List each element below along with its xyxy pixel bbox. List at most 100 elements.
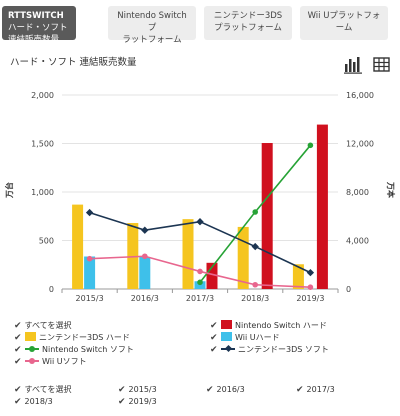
right-tick-label: 0 (346, 285, 351, 294)
point (141, 226, 149, 234)
checkmark-icon: ✔ (14, 333, 22, 343)
legend-item-wiiu-hard[interactable]: ✔ Wii Uハード (210, 332, 280, 344)
left-tick-label: 0 (49, 285, 54, 294)
year-option-2015[interactable]: ✔ 2015/3 (118, 384, 157, 396)
legend-item-switch-hard[interactable]: ✔ Nintendo Switch ハード (210, 320, 327, 332)
chart-title: ハード・ソフト 連結販売数量 (10, 57, 137, 68)
tab-sub-label: ーム (335, 23, 353, 33)
tab-sub-label: ハード・ソフト 連結販売数量 (8, 23, 68, 45)
bar (316, 124, 328, 290)
view-toggle (342, 56, 392, 76)
year-label: 2015/3 (128, 385, 157, 394)
bar (206, 262, 218, 289)
checkmark-icon: ✔ (14, 385, 22, 395)
category-label: 2018/3 (241, 294, 269, 303)
point (307, 142, 314, 149)
year-label: 2016/3 (216, 385, 245, 394)
right-tick-label: 4,000 (346, 237, 369, 246)
table-icon[interactable] (373, 57, 390, 72)
year-option-2016[interactable]: ✔ 2016/3 (206, 384, 245, 396)
point (197, 268, 203, 275)
point (252, 281, 258, 288)
category-label: 2017/3 (186, 294, 214, 303)
point (85, 208, 94, 217)
point (86, 255, 93, 262)
tab-sub-label: プラットフォーム (214, 23, 282, 33)
category-label: 2016/3 (131, 294, 159, 303)
checkmark-icon: ✔ (14, 345, 22, 355)
point (252, 209, 258, 215)
legend-label: ニンテンドー3DS ソフト (238, 345, 329, 354)
left-tick-label: 2,000 (31, 91, 54, 100)
tab-label: Wii Uプラットフォ (307, 11, 381, 21)
tab-label: RTTSWITCH (8, 11, 64, 21)
bar-series (72, 124, 328, 290)
year-label: 2018/3 (24, 397, 53, 406)
checkmark-icon: ✔ (14, 357, 22, 367)
legend-swatch (221, 344, 235, 353)
line-series (85, 142, 315, 290)
legend-label: ニンテンドー3DS ハード (39, 333, 130, 342)
combo-chart: 0 0 500 4,000 1,000 8,000 1,500 12,000 2,000 16,0… (4, 91, 396, 303)
category-label: 2019/3 (296, 294, 324, 303)
legend-swatch (25, 356, 39, 365)
legend-item-wiiu-soft[interactable]: ✔ Wii Uソフト (14, 356, 87, 368)
checkmark-icon: ✔ (296, 385, 304, 395)
right-tick-label: 12,000 (346, 140, 374, 149)
bar (72, 204, 84, 289)
tab-hard-soft[interactable]: RTTSWITCH ハード・ソフト 連結販売数量 (2, 6, 76, 45)
point (197, 279, 203, 286)
point (306, 268, 315, 277)
right-tick-label: 8,000 (346, 188, 369, 197)
legend-item-switch-soft[interactable]: ✔ Nintendo Switch ソフト (14, 344, 134, 356)
right-axis-title: 万本 (386, 181, 396, 198)
category-label: 2015/3 (76, 294, 104, 303)
tab-label: Nintendo Switch プ (117, 11, 187, 33)
bar (139, 256, 151, 289)
legend-select-all[interactable]: ✔ すべてを選択 (14, 320, 72, 332)
checkmark-icon: ✔ (118, 385, 126, 395)
bar-chart-icon[interactable] (343, 56, 367, 74)
gridlines (62, 94, 338, 290)
tab-bar: RTTSWITCH ハード・ソフト 連結販売数量 Nintendo Switch… (0, 0, 400, 46)
legend-swatch (25, 332, 36, 341)
legend-item-3ds-hard[interactable]: ✔ ニンテンドー3DS ハード (14, 332, 130, 344)
year-option-2017[interactable]: ✔ 2017/3 (296, 384, 335, 396)
tab-3ds-platform[interactable]: ニンテンドー3DS プラットフォーム (204, 6, 292, 40)
checkmark-icon: ✔ (210, 321, 218, 331)
tab-label: ニンテンドー3DS (213, 11, 283, 21)
legend-label: Nintendo Switch ハード (235, 321, 327, 330)
left-tick-label: 1,500 (31, 140, 54, 149)
point (196, 218, 204, 226)
tab-wiiu-platform[interactable]: Wii Uプラットフォ ーム (300, 6, 388, 40)
right-tick-label: 16,000 (346, 91, 374, 100)
bar (182, 219, 194, 289)
bar (237, 226, 249, 289)
tab-sub-label: ラットフォーム (122, 35, 182, 45)
year-option-2019[interactable]: ✔ 2019/3 (118, 396, 157, 408)
year-label: 2017/3 (306, 385, 335, 394)
legend-swatch (221, 320, 232, 329)
year-label: 2019/3 (128, 397, 157, 406)
axes: 0 0 500 4,000 1,000 8,000 1,500 12,000 2,000 16,0… (4, 91, 396, 303)
checkmark-icon: ✔ (118, 397, 126, 407)
checkmark-icon: ✔ (14, 321, 22, 331)
legend-select-all-label: すべてを選択 (24, 321, 72, 330)
legend-swatch (221, 332, 232, 341)
checkmark-icon: ✔ (14, 397, 22, 407)
bar (261, 143, 273, 289)
year-select-all-label: すべてを選択 (24, 385, 72, 394)
tab-switch-platform[interactable]: Nintendo Switch プ ラットフォーム (108, 6, 196, 45)
bar (84, 256, 96, 289)
point (142, 253, 148, 260)
checkmark-icon: ✔ (210, 333, 218, 343)
checkmark-icon: ✔ (206, 385, 214, 395)
legend-label: Wii Uソフト (42, 357, 87, 366)
legend-label: Nintendo Switch ソフト (42, 345, 134, 354)
left-tick-label: 1,000 (31, 188, 54, 197)
year-select-all[interactable]: ✔ すべてを選択 (14, 384, 72, 396)
legend-item-3ds-soft[interactable]: ✔ ニンテンドー3DS ソフト (210, 344, 329, 356)
left-tick-label: 500 (39, 237, 54, 246)
point (307, 284, 314, 290)
year-option-2018[interactable]: ✔ 2018/3 (14, 396, 53, 408)
